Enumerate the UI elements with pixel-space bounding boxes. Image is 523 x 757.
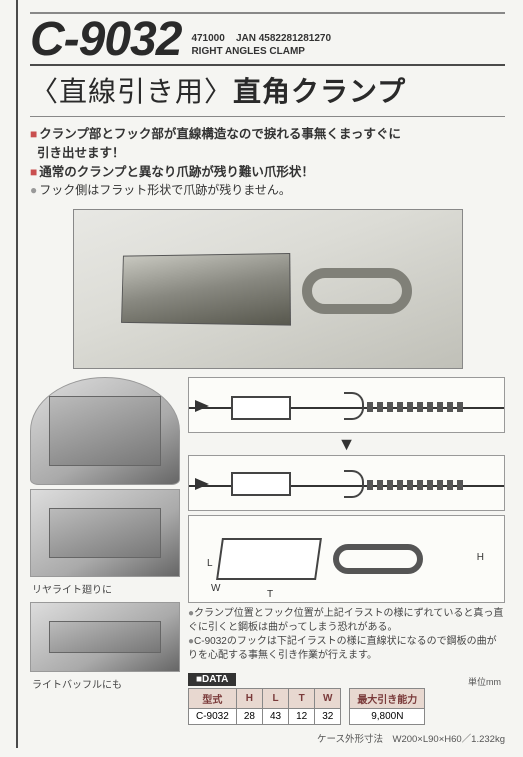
clamp-illustration [118,244,418,334]
td-H: 28 [236,709,262,725]
dim-L: L [207,558,213,569]
meta-jan: JAN 4582281281270 [236,33,331,44]
data-label: ■DATA [188,673,236,686]
dg-chain-shape [367,402,467,412]
subtitle-main: 直角クランプ [233,76,406,107]
note-2-text: C-9032のフックは下記イラストの様に直線状になるので鋼板の曲がりを心配する事… [188,636,497,661]
lower-section: リヤライト廻りに ライトバッフルにも ▼ [30,377,505,745]
td-capacity: 9,800N [350,709,425,725]
data-section: ■DATA 単位mm 型式 H L T W C-9032 28 [188,669,505,725]
td-model: C-9032 [189,709,237,725]
down-arrow-icon: ▼ [188,435,505,453]
subtitle-prefix: 〈直線引き用〉 [30,76,233,107]
th-model: 型式 [189,689,237,709]
meta-code: 471000 [191,33,224,44]
td-T: 12 [289,709,315,725]
clamp-body-shape [121,253,291,326]
detail-photo-3 [30,602,180,672]
table-row: 9,800N [350,709,425,725]
model-meta: 471000 JAN 4582281281270 RIGHT ANGLES CL… [191,32,331,64]
iso-ring-shape [333,544,423,574]
bullet-1: ■クランプ部とフック部が直線構造なので捩れる事無くまっすぐに 引き出せます！ [30,125,505,163]
data-label-text: DATA [202,674,228,685]
bullet-list: ■クランプ部とフック部が直線構造なので捩れる事無くまっすぐに 引き出せます！ ■… [30,125,505,199]
note-1: ●クランプ位置とフック位置が上記イラストの様にずれていると真っ直ぐに引くと鋼板は… [188,607,505,635]
table-row: 最大引き能力 [350,689,425,709]
footer-spec: ケース外形寸法 W200×L90×H60／1.232kg [188,731,505,745]
bullet-3-text: フック側はフラット形状で爪跡が残りません。 [39,183,291,197]
meta-name-en: RIGHT ANGLES CLAMP [191,46,305,57]
iso-body-shape [216,538,322,580]
th-T: T [289,689,315,709]
data-tables: 型式 H L T W C-9032 28 43 12 32 [188,688,505,725]
detail-inner [49,508,161,558]
note-1-text: クランプ位置とフック位置が上記イラストの様にずれていると真っ直ぐに引くと鋼板は曲… [188,608,503,633]
caption-1: リヤライト廻りに [32,581,180,596]
dg-hook-shape [344,392,364,420]
dg-clamp-shape [231,396,291,420]
th-W: W [315,689,341,709]
capacity-table: 最大引き能力 9,800N [349,688,425,725]
diagram-dimensions: H L T W [188,515,505,603]
right-column: ▼ H L T W ●クランプ位置とフック位置が上記イラストの様にずれていると真… [188,377,505,745]
model-number: C-9032 [30,16,181,64]
bullet-2: ■通常のクランプと異なり爪跡が残り難い爪形状！ [30,163,505,182]
th-capacity: 最大引き能力 [350,689,425,709]
product-photo-main [73,209,463,369]
table-row: 型式 H L T W [189,689,341,709]
dim-W: W [211,583,220,594]
dim-H: H [477,552,484,563]
arrow-icon [195,478,209,490]
detail-photo-2 [30,489,180,577]
notes: ●クランプ位置とフック位置が上記イラストの様にずれていると真っ直ぐに引くと鋼板は… [188,607,505,663]
detail-inner [49,621,161,653]
bullet-1b: 引き出せます！ [37,146,125,160]
table-row: C-9032 28 43 12 32 [189,709,341,725]
td-L: 43 [262,709,288,725]
detail-inner [49,396,161,466]
dim-T: T [267,589,273,600]
subtitle: 〈直線引き用〉直角クランプ [30,64,505,117]
clamp-ring-shape [302,268,412,314]
dg-hook-shape [344,470,364,498]
detail-photo-1 [30,377,180,485]
th-H: H [236,689,262,709]
bullet-3: ●フック側はフラット形状で爪跡が残りません。 [30,181,505,199]
note-2: ●C-9032のフックは下記イラストの様に直線状になるので鋼板の曲がりを心配する… [188,635,505,663]
left-column: リヤライト廻りに ライトバッフルにも [30,377,180,745]
dg-chain-shape [367,480,467,490]
caption-2: ライトバッフルにも [32,676,180,691]
diagram-wrong [188,377,505,433]
bullet-1a: クランプ部とフック部が直線構造なので捩れる事無くまっすぐに [39,127,401,141]
dg-clamp-shape [231,472,291,496]
model-row: C-9032 471000 JAN 4582281281270 RIGHT AN… [30,16,505,64]
square-icon: ■ [30,165,37,179]
circle-icon: ● [30,183,37,197]
page: C-9032 471000 JAN 4582281281270 RIGHT AN… [0,0,523,757]
bullet-2-text: 通常のクランプと異なり爪跡が残り難い爪形状！ [39,165,314,179]
spec-table: 型式 H L T W C-9032 28 43 12 32 [188,688,341,725]
arrow-icon [195,400,209,412]
th-L: L [262,689,288,709]
td-W: 32 [315,709,341,725]
square-icon: ■ [30,127,37,141]
diagram-correct [188,455,505,511]
